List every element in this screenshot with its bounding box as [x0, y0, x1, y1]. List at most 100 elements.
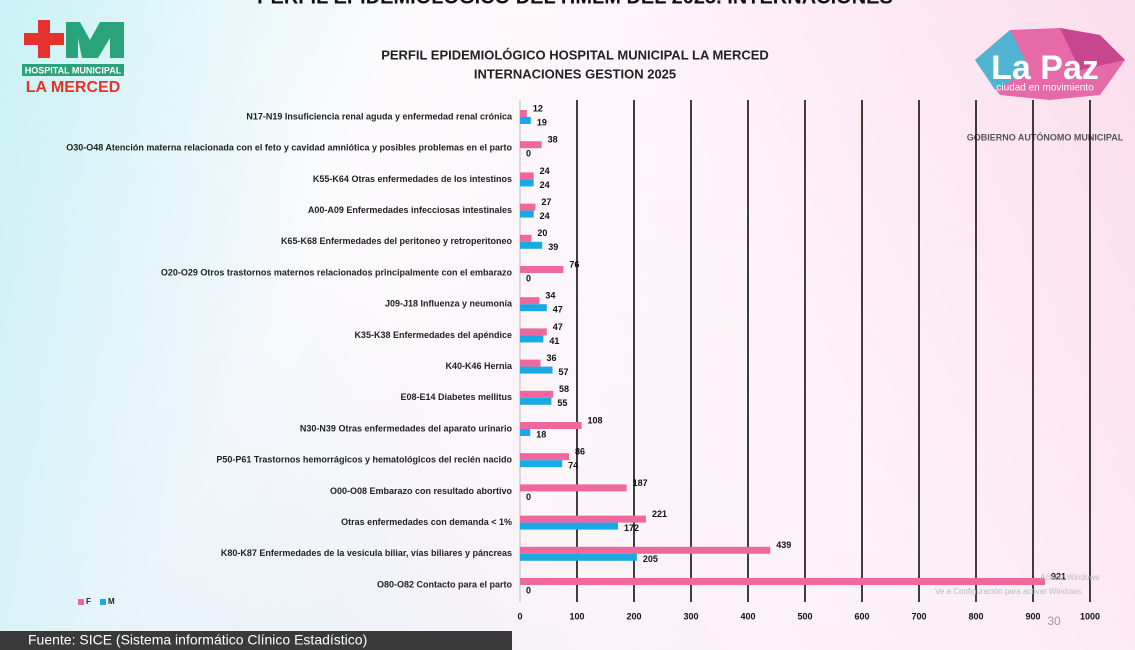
value-label: 0 — [526, 585, 531, 595]
x-tick-label: 500 — [797, 611, 812, 621]
x-tick-label: 700 — [911, 611, 926, 621]
x-tick-label: 300 — [683, 611, 698, 621]
value-label: 0 — [526, 492, 531, 502]
value-label: 108 — [588, 415, 603, 425]
y-tick-label: O30-O48 Atención materna relacionada con… — [66, 143, 512, 153]
chart-title: INTERNACIONES GESTION 2025 — [474, 66, 676, 81]
bar — [520, 397, 552, 405]
slide-header: PERFIL EPIDEMIOLÓGICO DEL HMLM DEL 2025.… — [257, 0, 893, 8]
footer: Fuente: SICE (Sistema informático Clínic… — [28, 632, 367, 648]
y-tick-label: Otras enfermedades con demanda < 1% — [341, 517, 512, 527]
y-tick-label: K65-K68 Enfermedades del peritoneo y ret… — [281, 236, 513, 246]
bar — [520, 546, 771, 554]
value-label: 18 — [536, 429, 546, 439]
plot-area: 0 100 200 300 400 500 600 700 800 900 1000N17-N19 … — [66, 100, 1100, 621]
bar — [520, 429, 531, 436]
bar — [520, 110, 527, 117]
logo-text: LA MERCED — [26, 79, 121, 96]
value-label: 172 — [624, 523, 639, 533]
x-tick-label: 1000 — [1080, 611, 1100, 621]
y-tick-label: A00-A09 Enfermedades infecciosas intesti… — [308, 205, 512, 215]
bar — [520, 141, 542, 149]
value-label: 27 — [541, 197, 551, 207]
watermark: Ve a Configuración para activar Windows. — [935, 587, 1084, 596]
value-label: 12 — [533, 103, 543, 113]
watermark: Activar Windows — [1040, 573, 1099, 582]
bar — [520, 304, 547, 312]
bar — [520, 234, 532, 242]
value-label: 57 — [558, 367, 568, 377]
value-label: 24 — [540, 166, 550, 176]
value-label: 24 — [540, 180, 550, 190]
value-label: 0 — [526, 273, 531, 283]
logo-text: HOSPITAL MUNICIPAL — [25, 65, 122, 75]
value-label: 74 — [568, 461, 578, 471]
bar — [520, 359, 541, 367]
value-label: 921 — [1051, 571, 1066, 581]
bar — [520, 578, 1045, 585]
value-label: 38 — [548, 135, 558, 145]
bar — [520, 390, 554, 398]
value-label: 58 — [559, 384, 569, 394]
page-number: 30 — [1047, 614, 1061, 628]
y-tick-label: N17-N19 Insuficiencia renal aguda y enfe… — [246, 111, 513, 121]
value-label: 55 — [557, 398, 567, 408]
bar — [520, 484, 627, 492]
x-tick-label: 0 — [517, 611, 522, 621]
value-label: 47 — [553, 305, 563, 315]
y-tick-label: O80-O82 Contacto para el parto — [377, 579, 513, 589]
bar — [520, 117, 531, 124]
logo-text: ciudad en movimiento — [996, 83, 1094, 94]
bar — [520, 422, 582, 429]
y-tick-label: E08-E14 Diabetes mellitus — [400, 392, 512, 402]
value-label: 34 — [545, 291, 555, 301]
y-tick-label: O20-O29 Otros trastornos maternos relaci… — [161, 267, 513, 277]
value-label: 36 — [547, 353, 557, 363]
y-tick-label: K55-K64 Otras enfermedades de los intest… — [313, 174, 512, 184]
bar — [520, 241, 543, 249]
y-tick-label: J09-J18 Influenza y neumonía — [385, 299, 513, 309]
hospital-logo: HOSPITAL MUNICIPAL LA MERCED — [22, 20, 124, 96]
bar — [520, 210, 534, 218]
value-label: 39 — [548, 242, 558, 252]
y-tick-label: P50-P61 Trastornos hemorrágicos y hemato… — [216, 455, 512, 465]
logo-text: GOBIERNO AUTÓNOMO MUNICIPAL — [967, 131, 1124, 142]
bar — [520, 172, 534, 180]
value-label: 47 — [553, 322, 563, 332]
value-label: 0 — [526, 149, 531, 159]
x-tick-label: 600 — [854, 611, 869, 621]
bar — [520, 179, 534, 187]
value-label: 439 — [776, 540, 791, 550]
y-tick-label: K40-K46 Hernia — [445, 361, 513, 371]
value-label: 19 — [537, 117, 547, 127]
x-tick-label: 800 — [968, 611, 983, 621]
value-label: 24 — [540, 211, 550, 221]
legend-swatch — [78, 599, 84, 605]
bar — [520, 335, 544, 343]
logo-text: La Paz — [991, 49, 1099, 87]
bar — [520, 328, 547, 336]
bar — [520, 515, 646, 523]
value-label: 221 — [652, 509, 667, 519]
bar — [520, 297, 540, 305]
value-label: 86 — [575, 447, 585, 457]
bar — [520, 453, 570, 461]
legend-swatch — [100, 599, 106, 605]
value-label: 20 — [537, 228, 547, 238]
value-label: 76 — [569, 259, 579, 269]
y-tick-label: O00-O08 Embarazo con resultado abortivo — [330, 486, 513, 496]
chart-title: PERFIL EPIDEMIOLÓGICO HOSPITAL MUNICIPAL… — [381, 47, 769, 62]
bar — [520, 203, 536, 211]
bar — [520, 266, 564, 273]
y-tick-label: N30-N39 Otras enfermedades del aparato u… — [300, 423, 513, 433]
value-label: 205 — [643, 554, 658, 564]
value-label: 187 — [633, 478, 648, 488]
x-tick-label: 400 — [740, 611, 755, 621]
lapaz-logo: La Paz ciudad en movimiento GOBIERNO AUT… — [967, 28, 1125, 142]
value-label: 41 — [549, 336, 559, 346]
y-tick-label: K80-K87 Enfermedades de la vesícula bili… — [221, 548, 512, 558]
bar — [520, 366, 553, 374]
x-tick-label: 200 — [626, 611, 641, 621]
